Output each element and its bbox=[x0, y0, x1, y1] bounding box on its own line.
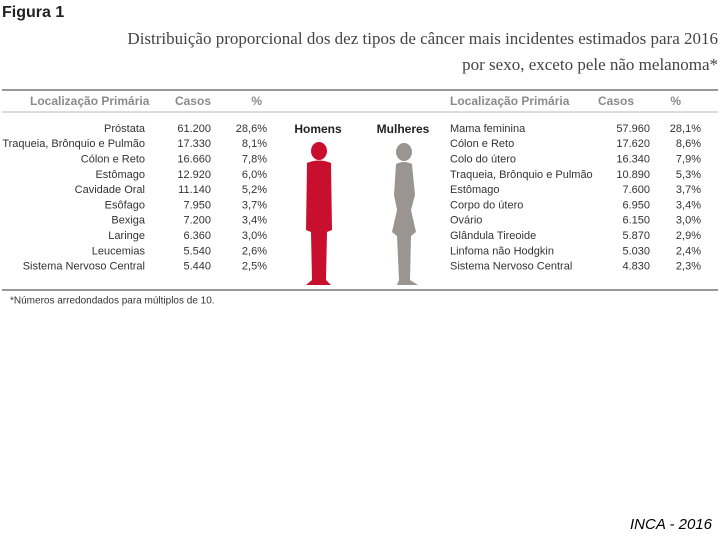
table-cell: 5.870 bbox=[622, 230, 650, 242]
column-header: Localização Primária bbox=[30, 94, 150, 108]
table-cell: 6,0% bbox=[242, 169, 267, 181]
table-cell: 5.440 bbox=[183, 261, 211, 273]
table-cell: Leucemias bbox=[92, 245, 146, 257]
woman-silhouette bbox=[392, 143, 418, 285]
table-cell: 2,3% bbox=[676, 261, 701, 273]
table-cell: 7.200 bbox=[183, 215, 211, 227]
table-cell: 7.950 bbox=[183, 199, 211, 211]
title: Distribuição proporcional dos dez tipos … bbox=[127, 29, 718, 48]
table-cell: Bexiga bbox=[111, 215, 146, 227]
table-cell: Estômago bbox=[450, 184, 500, 196]
table-cell: Glândula Tireoide bbox=[450, 230, 536, 242]
table-cell: Estômago bbox=[95, 169, 145, 181]
table-cell: 6.950 bbox=[622, 199, 650, 211]
column-header: Localização Primária bbox=[450, 94, 570, 108]
table-cell: Cavidade Oral bbox=[75, 184, 145, 196]
table-cell: Sistema Nervoso Central bbox=[23, 261, 145, 273]
men-label: Homens bbox=[294, 122, 342, 136]
table-cell: 3,7% bbox=[242, 199, 267, 211]
table-cell: Traqueia, Brônquio e Pulmão bbox=[450, 169, 593, 181]
table-cell: 3,0% bbox=[676, 215, 701, 227]
table-cell: 61.200 bbox=[177, 123, 211, 135]
table-cell: 12.920 bbox=[177, 169, 211, 181]
table-cell: Mama feminina bbox=[450, 123, 526, 135]
table-cell: 3,0% bbox=[242, 230, 267, 242]
table-cell: 16.340 bbox=[616, 154, 650, 166]
table-cell: Cólon e Reto bbox=[81, 154, 145, 166]
column-header: % bbox=[251, 94, 262, 108]
table-cell: Esôfago bbox=[105, 199, 145, 211]
table-cell: Traqueia, Brônquio e Pulmão bbox=[2, 138, 145, 150]
table-cell: 17.330 bbox=[177, 138, 211, 150]
table-cell: Corpo do útero bbox=[450, 199, 523, 211]
table-cell: 28,6% bbox=[236, 123, 267, 135]
table-cell: 2,6% bbox=[242, 245, 267, 257]
table-cell: Cólon e Reto bbox=[450, 138, 514, 150]
table-cell: 2,5% bbox=[242, 261, 267, 273]
table-cell: 8,6% bbox=[676, 138, 701, 150]
table-cell: 7,9% bbox=[676, 154, 701, 166]
table-cell: 5,2% bbox=[242, 184, 267, 196]
table-cell: 3,7% bbox=[676, 184, 701, 196]
source: INCA - 2016 bbox=[630, 516, 713, 533]
table-cell: 5,3% bbox=[676, 169, 701, 181]
table-cell: Laringe bbox=[108, 230, 145, 242]
table-cell: Próstata bbox=[104, 123, 146, 135]
column-header: Casos bbox=[175, 94, 211, 108]
table-cell: 2,4% bbox=[676, 245, 701, 257]
table-cell: 28,1% bbox=[670, 123, 701, 135]
table-cell: 3,4% bbox=[242, 215, 267, 227]
table-cell: 6.150 bbox=[622, 215, 650, 227]
table-cell: 5.030 bbox=[622, 245, 650, 257]
table-cell: 8,1% bbox=[242, 138, 267, 150]
column-header: Casos bbox=[598, 94, 634, 108]
table-cell: Colo do útero bbox=[450, 154, 516, 166]
table-cell: 5.540 bbox=[183, 245, 211, 257]
title: por sexo, exceto pele não melanoma* bbox=[462, 55, 718, 74]
table-cell: Sistema Nervoso Central bbox=[450, 261, 572, 273]
table-cell: 57.960 bbox=[616, 123, 650, 135]
table-cell: 10.890 bbox=[616, 169, 650, 181]
table-cell: 17.620 bbox=[616, 138, 650, 150]
table-cell: 2,9% bbox=[676, 230, 701, 242]
column-header: % bbox=[670, 94, 681, 108]
man-silhouette bbox=[306, 142, 332, 285]
table-cell: 7,8% bbox=[242, 154, 267, 166]
women-label: Mulheres bbox=[377, 122, 430, 136]
table-cell: 11.140 bbox=[178, 184, 211, 196]
table-cell: 4.830 bbox=[622, 261, 650, 273]
table-cell: Linfoma não Hodgkin bbox=[450, 245, 554, 257]
figure-label: Figura 1 bbox=[2, 4, 64, 21]
table-cell: Ovário bbox=[450, 215, 482, 227]
footnote: *Números arredondados para múltiplos de … bbox=[10, 296, 215, 307]
table-cell: 6.360 bbox=[183, 230, 211, 242]
table-cell: 16.660 bbox=[177, 154, 211, 166]
table-cell: 7.600 bbox=[622, 184, 650, 196]
table-cell: 3,4% bbox=[676, 199, 701, 211]
